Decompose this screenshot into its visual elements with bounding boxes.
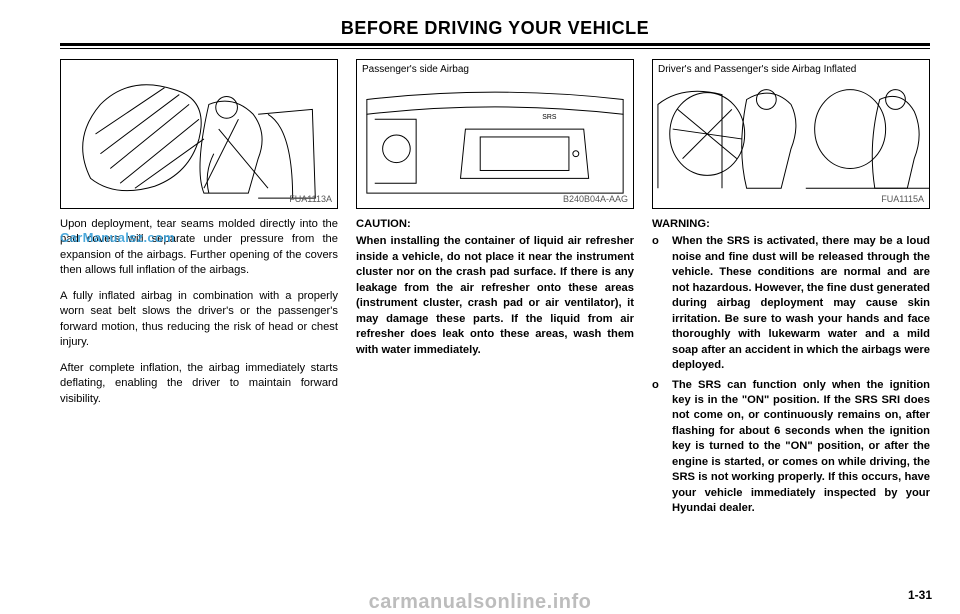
list-item: oThe SRS can function only when the igni… (652, 378, 930, 517)
column-1: FUA1113A Upon deployment, tear seams mol… (60, 59, 338, 521)
figure-both-airbags-inflated: Driver's and Passenger's side Airbag Inf… (652, 59, 930, 209)
dashboard-illustration: SRS (357, 60, 633, 208)
paragraph: After complete inflation, the airbag imm… (60, 361, 338, 407)
column-3: Driver's and Passenger's side Airbag Inf… (652, 59, 930, 521)
figure-code: FUA1113A (289, 193, 332, 205)
bullet-icon: o (652, 234, 664, 373)
divider-thick (60, 43, 930, 46)
airbag-illustration (61, 60, 337, 208)
footer-site: carmanualsonline.info (0, 591, 960, 614)
page: BEFORE DRIVING YOUR VEHICLE (0, 0, 960, 612)
warning-heading: WARNING: (652, 217, 930, 232)
figure-code: B240B04A-AAG (563, 193, 628, 205)
svg-text:SRS: SRS (542, 114, 557, 121)
columns: FUA1113A Upon deployment, tear seams mol… (60, 59, 930, 521)
figure-driver-airbag: FUA1113A (60, 59, 338, 209)
paragraph: A fully inflated airbag in combination w… (60, 289, 338, 351)
caution-heading: CAUTION: (356, 217, 634, 232)
warning-list: oWhen the SRS is activated, there may be… (652, 234, 930, 516)
inflated-illustration (653, 60, 929, 208)
caution-body: When installing the container of liquid … (356, 234, 634, 358)
list-item: oWhen the SRS is activated, there may be… (652, 234, 930, 373)
column-2: Passenger's side Airbag SRS B240B04A-AAG (356, 59, 634, 521)
divider-thin (60, 48, 930, 49)
page-title: BEFORE DRIVING YOUR VEHICLE (60, 18, 930, 39)
figure-code: FUA1115A (881, 193, 924, 205)
paragraph: Upon deployment, tear seams molded direc… (60, 217, 338, 279)
figure-passenger-airbag: Passenger's side Airbag SRS B240B04A-AAG (356, 59, 634, 209)
warning-text: When the SRS is activated, there may be … (672, 234, 930, 373)
warning-text: The SRS can function only when the ignit… (672, 378, 930, 517)
bullet-icon: o (652, 378, 664, 517)
